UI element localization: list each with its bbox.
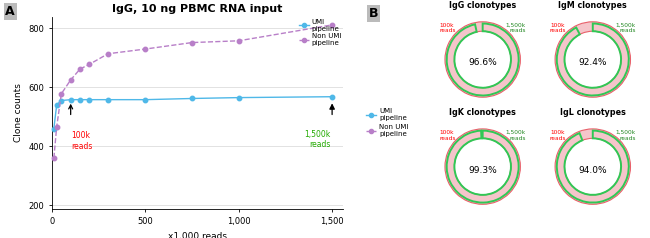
Text: 100k
reads: 100k reads xyxy=(550,23,566,34)
Legend: UMI
pipeline, Non UMI
pipeline: UMI pipeline, Non UMI pipeline xyxy=(298,19,341,46)
Text: IgG clonotypes: IgG clonotypes xyxy=(449,1,516,10)
Wedge shape xyxy=(555,129,630,204)
Legend: UMI
pipeline, Non UMI
pipeline: UMI pipeline, Non UMI pipeline xyxy=(366,108,409,137)
Text: 100k
reads: 100k reads xyxy=(440,23,456,34)
Wedge shape xyxy=(445,22,521,97)
Text: 96.6%: 96.6% xyxy=(468,58,497,67)
Text: B: B xyxy=(369,7,378,20)
Title: IgG, 10 ng PBMC RNA input: IgG, 10 ng PBMC RNA input xyxy=(112,5,283,15)
Text: 1,500k
reads: 1,500k reads xyxy=(304,130,330,149)
Text: 99.3%: 99.3% xyxy=(468,165,497,174)
Text: 94.0%: 94.0% xyxy=(578,165,607,174)
Text: 100k
reads: 100k reads xyxy=(440,130,456,141)
Wedge shape xyxy=(555,22,630,97)
Text: IgL clonotypes: IgL clonotypes xyxy=(560,108,626,117)
Text: 92.4%: 92.4% xyxy=(578,58,607,67)
Wedge shape xyxy=(445,129,521,204)
Text: 1,500k
reads: 1,500k reads xyxy=(506,130,525,141)
Text: 100k
reads: 100k reads xyxy=(72,131,93,151)
Text: IgK clonotypes: IgK clonotypes xyxy=(449,108,516,117)
Text: 100k
reads: 100k reads xyxy=(550,130,566,141)
Text: 1,500k
reads: 1,500k reads xyxy=(616,130,636,141)
Text: IgM clonotypes: IgM clonotypes xyxy=(558,1,627,10)
Text: 1,500k
reads: 1,500k reads xyxy=(506,23,525,34)
Text: 1,500k
reads: 1,500k reads xyxy=(616,23,636,34)
Text: A: A xyxy=(5,5,15,18)
X-axis label: x1,000 reads: x1,000 reads xyxy=(168,232,227,238)
Y-axis label: Clone counts: Clone counts xyxy=(14,84,23,143)
